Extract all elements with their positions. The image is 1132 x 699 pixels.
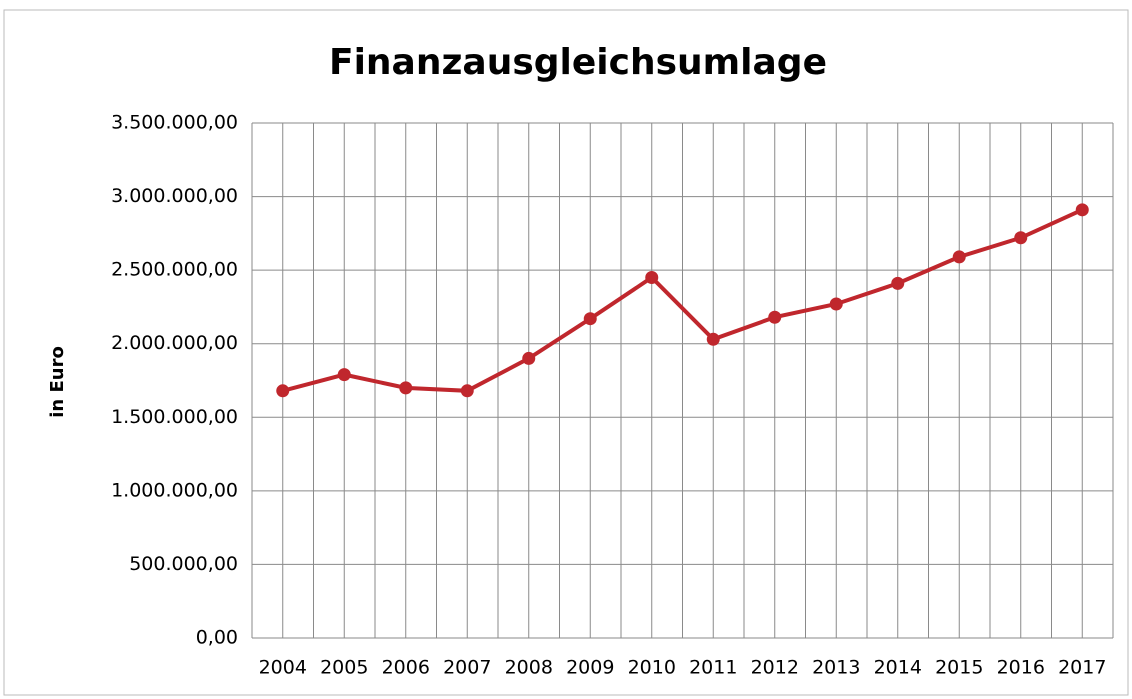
x-tick-label: 2014 — [874, 657, 922, 679]
x-tick-label: 2012 — [751, 657, 799, 679]
point — [522, 351, 536, 365]
point — [952, 250, 966, 264]
point — [1075, 203, 1089, 217]
point — [337, 368, 351, 382]
x-tick-label: 2017 — [1058, 657, 1106, 679]
point — [399, 381, 413, 395]
y-axis-label: in Euro — [47, 346, 68, 418]
point — [1014, 231, 1028, 245]
point — [891, 276, 905, 290]
x-tick-label: 2004 — [259, 657, 307, 679]
x-tick-label: 2011 — [689, 657, 737, 679]
x-tick-label: 2013 — [812, 657, 860, 679]
x-tick-label: 2015 — [935, 657, 983, 679]
x-tick-label: 2009 — [566, 657, 614, 679]
point — [583, 312, 597, 326]
x-tick-label: 2010 — [628, 657, 676, 679]
y-tick-label: 1.500.000,00 — [111, 406, 238, 428]
y-tick-label: 3.500.000,00 — [111, 112, 238, 134]
chart-frame — [3, 9, 1129, 696]
y-tick-label: 2.000.000,00 — [111, 332, 238, 354]
x-tick-label: 2007 — [443, 657, 491, 679]
line — [282, 207, 1084, 393]
x-tick-label: 2006 — [382, 657, 430, 679]
y-tick-label: 1.000.000,00 — [111, 479, 238, 501]
point — [460, 384, 474, 398]
y-tick-label: 0,00 — [196, 627, 238, 649]
point — [706, 332, 720, 346]
y-tick-label: 3.000.000,00 — [111, 185, 238, 207]
x-tick-label: 2005 — [320, 657, 368, 679]
chart-title: Finanzausgleichsumlage — [329, 42, 827, 83]
y-tick-label: 2.500.000,00 — [111, 259, 238, 281]
point — [645, 271, 659, 284]
x-tick-label: 2008 — [505, 657, 553, 679]
point — [276, 384, 290, 398]
point — [768, 310, 782, 324]
x-tick-label: 2016 — [997, 657, 1045, 679]
y-tick-label: 500.000,00 — [129, 553, 238, 575]
point — [829, 297, 843, 311]
